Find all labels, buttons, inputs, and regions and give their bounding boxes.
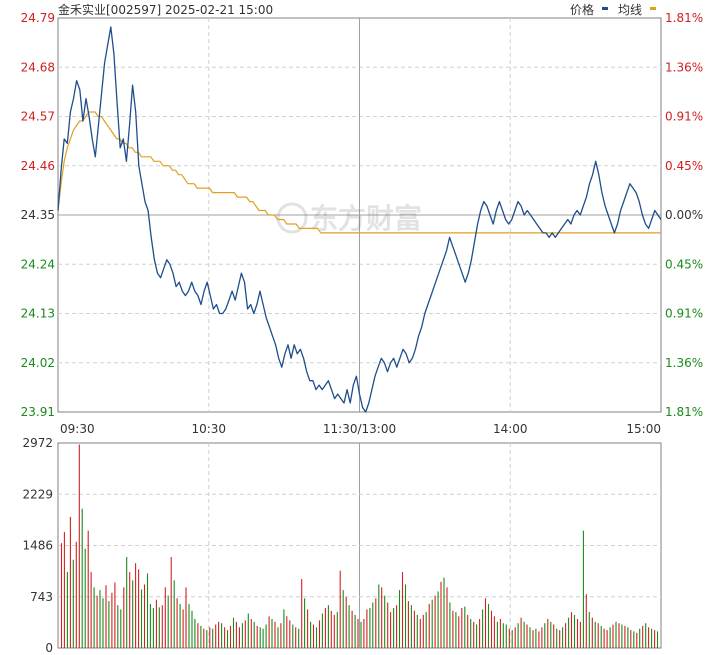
pct-tick-label: 0.45% bbox=[665, 257, 703, 271]
volume-tick-label: 1486 bbox=[22, 539, 53, 553]
pct-tick-label: 0.91% bbox=[665, 110, 703, 124]
pct-tick-label: 1.81% bbox=[665, 11, 703, 25]
price-y-ticks: 24.79 24.68 24.57 24.46 24.35 24.24 24.13 24.02… bbox=[21, 11, 55, 419]
time-tick-label: 11:30/13:00 bbox=[323, 422, 396, 436]
avg-line-series bbox=[57, 111, 661, 234]
pct-tick-label: 0.91% bbox=[665, 307, 703, 321]
time-tick-label: 09:30 bbox=[60, 422, 95, 436]
time-x-ticks: 09:30 10:30 11:30/13:00 14:00 15:00 bbox=[60, 422, 661, 436]
volume-bars bbox=[60, 444, 659, 648]
price-grid bbox=[58, 18, 661, 412]
legend-price-label: 价格 bbox=[570, 2, 594, 17]
price-tick-label: 24.57 bbox=[21, 110, 55, 124]
pct-tick-label: 1.36% bbox=[665, 356, 703, 370]
pct-tick-label: 1.36% bbox=[665, 60, 703, 74]
watermark-logo-icon bbox=[276, 202, 308, 234]
price-tick-label: 24.24 bbox=[21, 257, 55, 271]
chart-title: 金禾实业[002597] 2025-02-21 15:00 bbox=[58, 2, 273, 17]
watermark: 东方财富 bbox=[276, 202, 422, 235]
legend-avg-swatch bbox=[650, 7, 656, 10]
time-tick-label: 14:00 bbox=[493, 422, 528, 436]
volume-tick-label: 2229 bbox=[22, 487, 53, 501]
price-tick-label: 23.91 bbox=[21, 405, 55, 419]
volume-y-ticks: 2972 2229 1486 743 0 bbox=[22, 436, 53, 655]
price-tick-label: 24.68 bbox=[21, 60, 55, 74]
legend-price-swatch bbox=[602, 7, 608, 10]
volume-tick-label: 743 bbox=[30, 590, 53, 604]
volume-tick-label: 0 bbox=[45, 641, 53, 655]
pct-tick-label: 0.45% bbox=[665, 159, 703, 173]
volume-grid bbox=[58, 443, 661, 648]
price-tick-label: 24.35 bbox=[21, 208, 55, 222]
time-tick-label: 15:00 bbox=[626, 422, 661, 436]
price-line bbox=[57, 26, 662, 413]
avg-line bbox=[57, 111, 661, 234]
pct-tick-label: 1.81% bbox=[665, 405, 703, 419]
price-tick-label: 24.02 bbox=[21, 356, 55, 370]
pct-y-ticks: 1.81% 1.36% 0.91% 0.45% 0.00% 0.45% 0.91% 1.36%… bbox=[665, 11, 703, 419]
pct-tick-label: 0.00% bbox=[665, 208, 703, 222]
legend-avg-label: 均线 bbox=[618, 3, 642, 17]
price-tick-label: 24.13 bbox=[21, 307, 55, 321]
price-line-series bbox=[57, 26, 662, 413]
volume-tick-label: 2972 bbox=[22, 436, 53, 450]
watermark-text: 东方财富 bbox=[310, 202, 422, 235]
time-tick-label: 10:30 bbox=[191, 422, 226, 436]
price-tick-label: 24.46 bbox=[21, 159, 55, 173]
price-tick-label: 24.79 bbox=[21, 11, 55, 25]
